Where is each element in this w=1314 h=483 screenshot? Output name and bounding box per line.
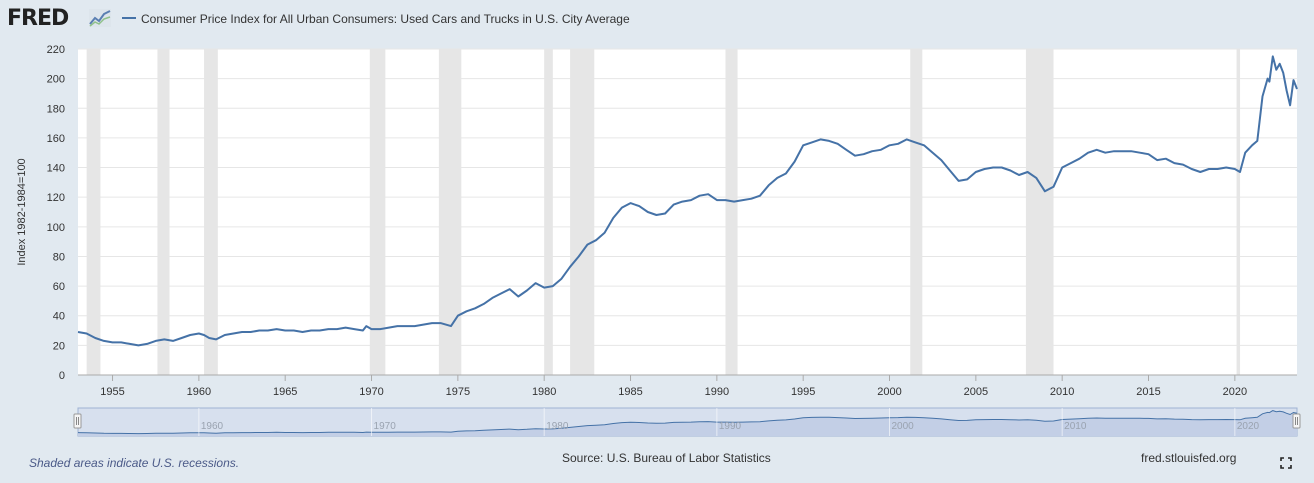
recession-band xyxy=(86,49,101,375)
x-tick-label: 1975 xyxy=(446,386,470,398)
gridlines xyxy=(78,48,1297,346)
navigator-tick-label: 1990 xyxy=(719,421,742,432)
recession-band xyxy=(725,49,738,375)
recession-band xyxy=(570,49,595,375)
navigator-tick-label: 1960 xyxy=(201,421,224,432)
y-axis: 0 20 40 60 80 100 120 140 160 180 200 220 xyxy=(47,44,1297,382)
recession-bands xyxy=(86,49,1241,375)
navigator-tick-label: 2020 xyxy=(1237,421,1260,432)
navigator-series xyxy=(77,410,1298,436)
source-label: Source: U.S. Bureau of Labor Statistics xyxy=(562,451,771,465)
x-tick-label: 2010 xyxy=(1050,386,1074,398)
x-tick-label: 2015 xyxy=(1136,386,1160,398)
navigator-tick-label: 1980 xyxy=(546,421,569,432)
y-tick-label: 180 xyxy=(47,103,65,115)
y-tick-label: 140 xyxy=(47,163,65,175)
navigator-ticks: 1960 1970 1980 1990 2000 2010 2020 xyxy=(198,408,1260,436)
navigator[interactable]: 1960 1970 1980 1990 2000 2010 2020 xyxy=(73,407,1301,437)
y-tick-label: 120 xyxy=(47,192,65,204)
navigator-tick-label: 1970 xyxy=(374,421,397,432)
navigator-area xyxy=(78,410,1297,436)
x-tick-label: 1985 xyxy=(618,386,642,398)
y-tick-label: 20 xyxy=(53,340,65,352)
legend-item[interactable]: Consumer Price Index for All Urban Consu… xyxy=(122,12,630,26)
recession-band xyxy=(204,49,218,375)
x-tick-label: 1970 xyxy=(359,386,383,398)
y-tick-label: 220 xyxy=(47,44,65,56)
plot-area xyxy=(78,49,1297,375)
series-line[interactable] xyxy=(77,55,1298,347)
x-tick-label: 1965 xyxy=(273,386,297,398)
x-tick-label: 1955 xyxy=(100,386,124,398)
y-tick-label: 100 xyxy=(47,222,65,234)
recession-band xyxy=(544,49,553,375)
y-axis-label: Index 1982-1984=100 xyxy=(16,158,28,265)
x-tick-label: 2005 xyxy=(964,386,988,398)
series[interactable] xyxy=(77,55,1298,347)
x-tick-label: 2000 xyxy=(877,386,901,398)
navigator-handle-left[interactable] xyxy=(73,413,82,429)
fullscreen-icon[interactable] xyxy=(1280,457,1292,469)
trend-line-icon xyxy=(89,9,111,27)
recession-band xyxy=(438,49,462,375)
x-tick-label: 1960 xyxy=(187,386,211,398)
x-tick-label: 1980 xyxy=(532,386,556,398)
legend-swatch xyxy=(122,16,136,19)
navigator-line xyxy=(77,410,1298,435)
y-tick-label: 200 xyxy=(47,74,65,86)
navigator-tick-label: 2010 xyxy=(1064,421,1087,432)
fred-logo[interactable]: FRED xyxy=(7,6,69,31)
navigator-tick-label: 2000 xyxy=(892,421,915,432)
navigator-handle-right[interactable] xyxy=(1292,413,1301,429)
x-tick-label: 1990 xyxy=(705,386,729,398)
recession-band xyxy=(1025,49,1054,375)
recession-band xyxy=(910,49,923,375)
y-tick-label: 60 xyxy=(53,281,65,293)
x-tick-label: 1995 xyxy=(791,386,815,398)
recession-band xyxy=(1236,49,1241,375)
chart-header: FRED Consumer Price Index for All Urban … xyxy=(0,0,1314,40)
legend-label: Consumer Price Index for All Urban Consu… xyxy=(141,12,630,26)
recession-band xyxy=(157,49,170,375)
recession-band xyxy=(369,49,386,375)
y-tick-label: 80 xyxy=(53,251,65,263)
x-axis: 1955 1960 1965 1970 1975 1980 1985 1990 1995 2000… xyxy=(100,375,1247,398)
x-tick-label: 2020 xyxy=(1223,386,1247,398)
y-tick-label: 160 xyxy=(47,133,65,145)
recession-note: Shaded areas indicate U.S. recessions. xyxy=(29,456,240,470)
y-tick-label: 40 xyxy=(53,311,65,323)
y-tick-label: 0 xyxy=(59,370,65,382)
fred-url-link[interactable]: fred.stlouisfed.org xyxy=(1141,451,1237,465)
